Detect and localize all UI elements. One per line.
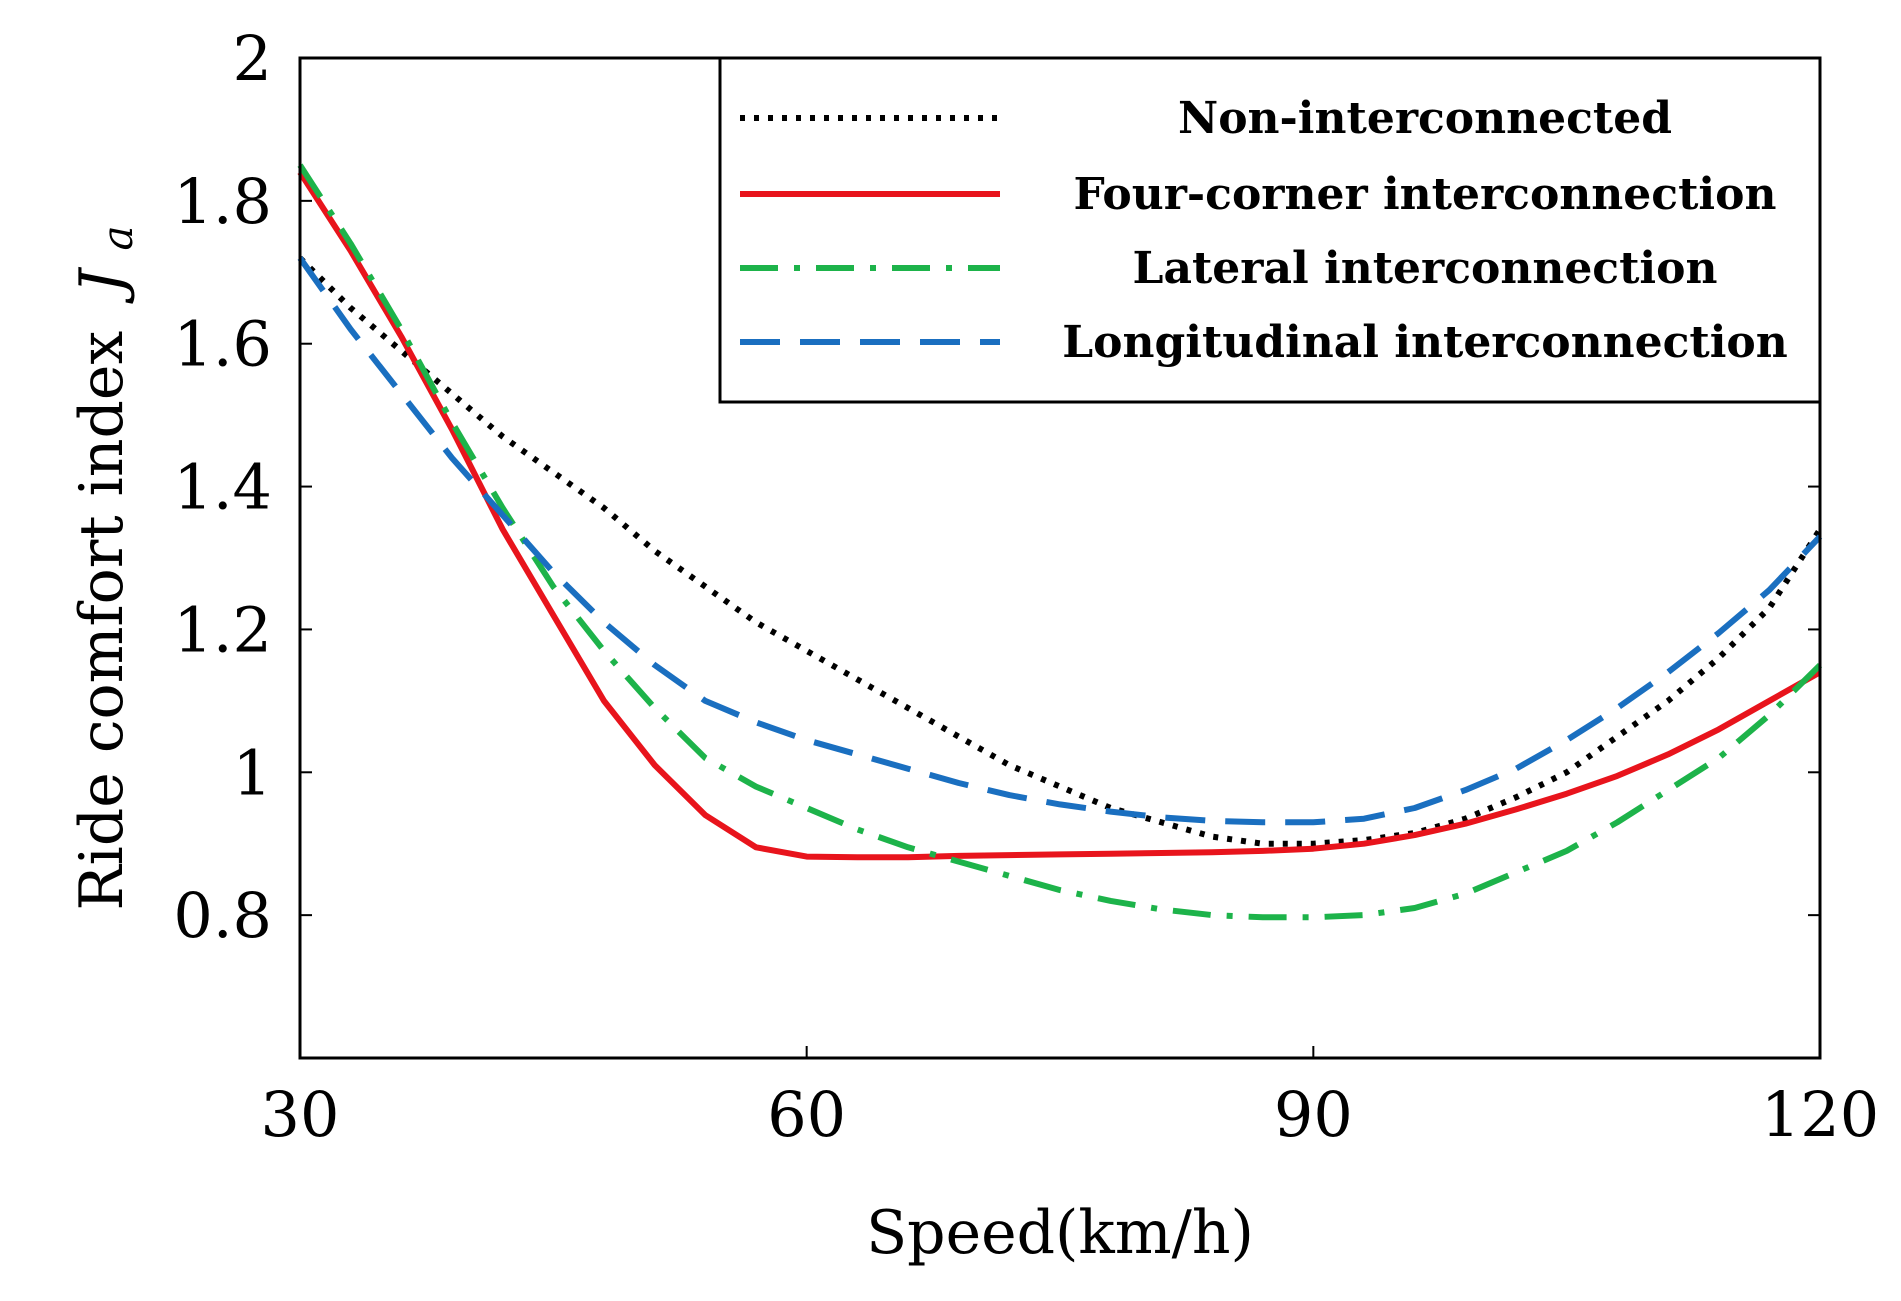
x-axis-label: Speed(km/h) [866,1198,1254,1268]
y-tick-label: 0.8 [173,879,272,952]
y-tick-label: 1.4 [173,451,272,524]
series-line-4 [297,256,1823,826]
series-line-1 [297,255,1823,847]
x-tick-label: 90 [1274,1078,1353,1151]
y-axis-label: Ride comfort index J a [67,225,142,910]
y-tick-label: 1.6 [173,308,272,381]
legend-label-4: Longitudinal interconnection [1062,317,1788,368]
series-layer [297,163,1823,921]
y-axis-label-text: Ride comfort index [67,331,137,911]
ticks-layer: 30 60 90 120 0.8 1 1.2 1.4 1.6 1.8 2 [173,22,1879,1151]
series-line-2 [297,170,1822,861]
series-line-3 [297,163,1823,921]
y-tick-label: 1 [233,736,272,809]
legend-label-2: Four-corner interconnection [1074,169,1777,220]
y-tick-label: 2 [233,22,272,95]
legend: Non-interconnected Four-corner interconne… [718,56,1822,404]
legend-label-3: Lateral interconnection [1133,243,1718,294]
x-tick-label: 60 [767,1078,846,1151]
y-axis-label-subscript: a [93,225,142,250]
x-tick-label: 30 [261,1078,340,1151]
legend-box [718,56,1822,404]
x-tick-label: 120 [1761,1078,1879,1151]
legend-label-1: Non-interconnected [1178,93,1672,144]
y-tick-label: 1.8 [173,165,272,238]
y-tick-label: 1.2 [173,593,272,666]
